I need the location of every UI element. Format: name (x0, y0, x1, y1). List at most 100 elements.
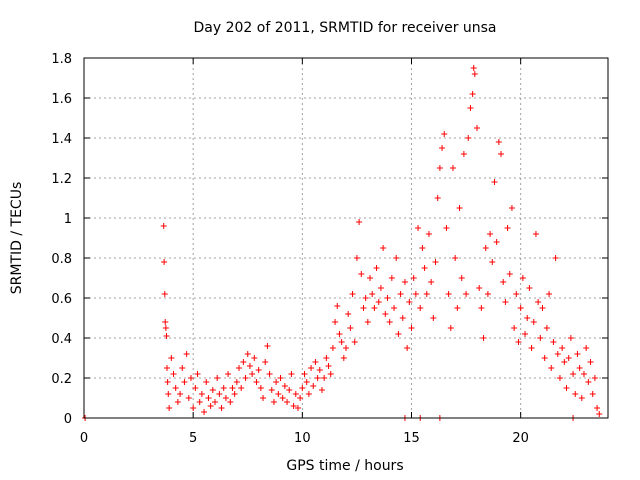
y-tick-label: 1.4 (51, 132, 72, 147)
data-point-marker (524, 315, 531, 321)
data-point-marker (563, 385, 570, 391)
data-point-marker (312, 359, 319, 365)
data-point-marker (260, 395, 267, 401)
data-point-marker (476, 285, 483, 291)
y-tick-label: 0.6 (51, 292, 72, 307)
data-point-marker (279, 395, 286, 401)
data-point-marker (493, 239, 500, 245)
data-point-marker (218, 405, 225, 411)
x-tick-label: 10 (294, 431, 311, 446)
y-tick-label: 0.2 (51, 372, 72, 387)
data-point-marker (465, 135, 472, 141)
data-point-marker (277, 375, 284, 381)
data-point-marker (535, 299, 542, 305)
data-point-marker (166, 405, 173, 411)
data-point-marker (264, 343, 271, 349)
data-point-marker (410, 275, 417, 281)
data-point-marker (430, 315, 437, 321)
data-point-marker (419, 245, 426, 251)
data-point-marker (318, 387, 325, 393)
data-point-marker (594, 405, 601, 411)
data-point-marker (556, 375, 563, 381)
data-point-marker (386, 319, 393, 325)
data-point-marker (456, 205, 463, 211)
chart-title: Day 202 of 2011, SRMTID for receiver uns… (193, 20, 496, 36)
data-point-marker (515, 339, 522, 345)
data-point-marker (294, 405, 301, 411)
data-point-marker (567, 335, 574, 341)
data-point-marker (423, 291, 430, 297)
data-point-marker (314, 375, 321, 381)
data-point-marker (421, 265, 428, 271)
y-tick-label: 1.6 (51, 92, 72, 107)
data-point-marker (546, 291, 553, 297)
data-point-marker (165, 391, 172, 397)
data-point-marker (308, 365, 315, 371)
data-point-marker (432, 259, 439, 265)
data-point-marker (391, 305, 398, 311)
data-point-marker (452, 255, 459, 261)
data-point-marker (591, 375, 598, 381)
data-point-marker (498, 151, 505, 157)
data-point-marker (286, 387, 293, 393)
data-point-marker (179, 365, 186, 371)
data-point-marker (401, 279, 408, 285)
data-point-marker (340, 355, 347, 361)
data-point-marker (408, 325, 415, 331)
data-point-marker (349, 291, 356, 297)
data-point-marker (561, 359, 568, 365)
data-point-marker (238, 385, 245, 391)
data-point-marker (373, 265, 380, 271)
data-point-marker (358, 271, 365, 277)
data-point-marker (343, 345, 349, 351)
data-point-marker (192, 385, 199, 391)
data-point-marker (209, 387, 216, 393)
data-point-marker (517, 305, 524, 311)
data-point-marker (255, 367, 262, 373)
data-point-marker (397, 291, 404, 297)
y-tick-label: 1.8 (51, 52, 72, 67)
data-point-marker (395, 331, 402, 337)
data-point-marker (393, 255, 400, 261)
data-point-marker (301, 371, 308, 377)
data-point-marker (225, 371, 232, 377)
data-point-marker (334, 303, 341, 309)
data-point-marker (353, 255, 360, 261)
data-point-marker (487, 231, 494, 237)
data-point-marker (161, 291, 168, 297)
data-point-marker (528, 345, 535, 351)
data-point-marker (229, 385, 236, 391)
data-point-marker (249, 371, 256, 377)
data-point-marker (504, 225, 511, 231)
data-point-marker (168, 355, 175, 361)
data-point-marker (583, 345, 590, 351)
data-point-marker (305, 391, 312, 397)
data-point-marker (310, 383, 317, 389)
y-axis-label: SRMTID / TECUs (9, 182, 25, 295)
data-point-marker (347, 325, 354, 331)
y-tick-label: 1.2 (51, 172, 72, 187)
data-point-marker (292, 391, 299, 397)
data-point-marker (268, 387, 275, 393)
data-point-marker (316, 367, 323, 373)
data-point-marker (360, 305, 367, 311)
data-point-marker (480, 335, 487, 341)
data-point-marker (162, 325, 169, 331)
data-point-marker (377, 285, 384, 291)
data-point-marker (530, 319, 537, 325)
data-point-marker (474, 125, 480, 131)
data-point-marker (454, 305, 461, 311)
data-point-marker (491, 179, 498, 185)
data-point-marker (181, 379, 188, 385)
x-tick-label: 15 (403, 431, 420, 446)
data-point-marker (288, 371, 295, 377)
data-point-marker (266, 371, 273, 377)
data-point-marker (170, 371, 177, 377)
data-point-marker (207, 403, 214, 409)
data-point-marker (177, 391, 184, 397)
data-point-marker (443, 225, 450, 231)
x-tick-labels: 0 5 10 15 20 (80, 431, 529, 446)
data-point-marker (484, 291, 491, 297)
data-point-marker (406, 299, 413, 305)
data-point-marker (233, 379, 240, 385)
